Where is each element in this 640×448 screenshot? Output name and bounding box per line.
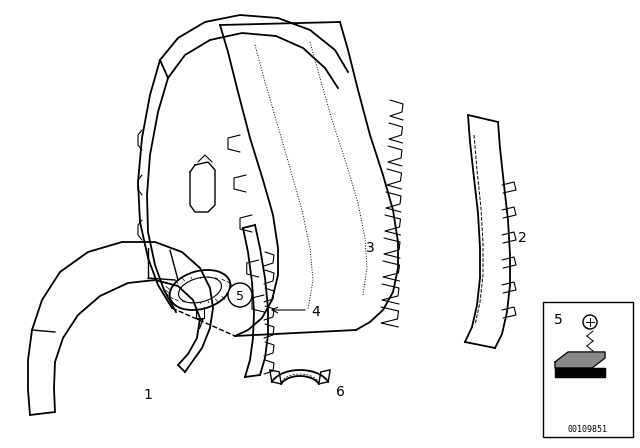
Text: 7: 7 [196, 318, 204, 332]
Text: 1: 1 [143, 388, 152, 402]
Bar [543, 302, 633, 437]
Text: 3: 3 [365, 241, 374, 255]
Text: 6: 6 [335, 385, 344, 399]
Text: 00109851: 00109851 [568, 426, 608, 435]
Bar [555, 368, 605, 377]
Polygon shape [555, 352, 605, 368]
Circle shape [228, 283, 252, 307]
Text: 5: 5 [554, 313, 563, 327]
Text: 2: 2 [518, 231, 526, 245]
Text: 5: 5 [236, 289, 244, 302]
Text: 4: 4 [312, 305, 321, 319]
